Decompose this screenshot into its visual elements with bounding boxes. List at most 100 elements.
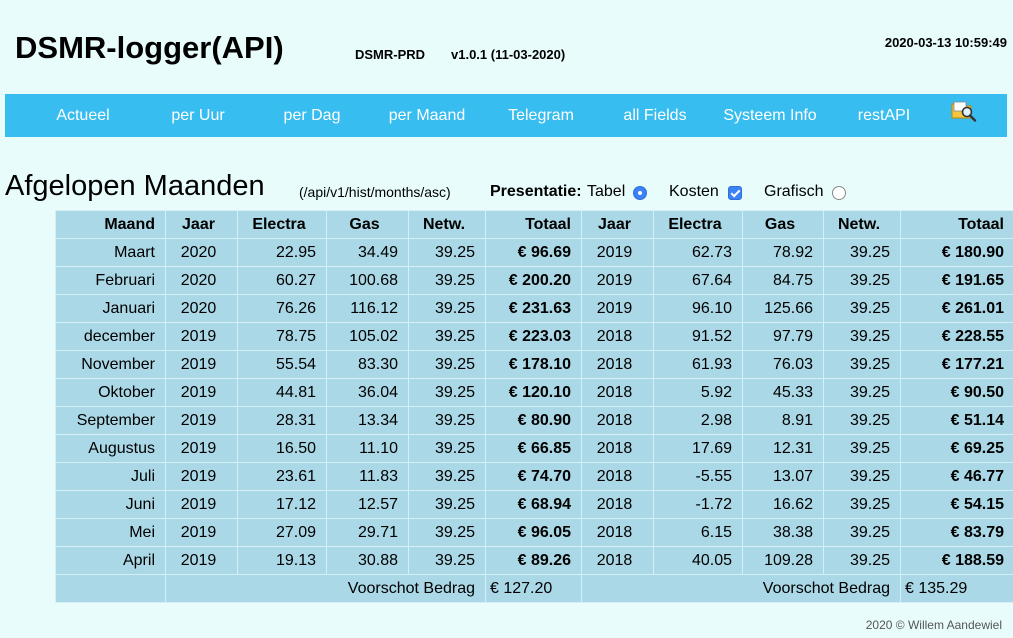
cell-electra: 60.27 xyxy=(237,266,327,295)
cell-gas: 13.34 xyxy=(326,406,409,435)
col-netw: Netw. xyxy=(408,210,486,239)
cell-netw-prev: 39.25 xyxy=(823,378,901,407)
cell-netw-prev: 39.25 xyxy=(823,238,901,267)
cell-netw: 39.25 xyxy=(408,490,486,519)
table-row: September 2019 28.31 13.34 39.25 € 80.90 2018 2… xyxy=(55,406,1013,435)
nav-per-uur[interactable]: per Uur xyxy=(171,107,225,124)
table-row: Mei 2019 27.09 29.71 39.25 € 96.05 2018 6.15 38.… xyxy=(55,518,1013,547)
cell-jaar: 2019 xyxy=(165,546,238,575)
cell-electra-prev: -5.55 xyxy=(653,462,743,491)
cell-gas-prev: 78.92 xyxy=(742,238,824,267)
cell-gas: 30.88 xyxy=(326,546,409,575)
cell-totaal-prev: € 261.01 xyxy=(900,294,1013,323)
cell-totaal: € 200.20 xyxy=(485,266,582,295)
nav-per-maand[interactable]: per Maand xyxy=(388,107,466,124)
environment-label: DSMR-PRD xyxy=(355,47,426,62)
cell-jaar-prev: 2019 xyxy=(581,266,654,295)
cell-electra: 22.95 xyxy=(237,238,327,267)
nav-systeem-info[interactable]: Systeem Info xyxy=(723,107,817,124)
cell-gas: 12.57 xyxy=(326,490,409,519)
cell-gas: 83.30 xyxy=(326,350,409,379)
table-row: November 2019 55.54 83.30 39.25 € 178.10 2018 6… xyxy=(55,350,1013,379)
cell-totaal: € 80.90 xyxy=(485,406,582,435)
cell-jaar: 2019 xyxy=(165,378,238,407)
col-electra: Electra xyxy=(237,210,327,239)
table-row: April 2019 19.13 30.88 39.25 € 89.26 2018 40.05… xyxy=(55,546,1013,575)
datetime-label: 2020-03-13 10:59:49 xyxy=(884,35,1007,50)
cell-gas-prev: 13.07 xyxy=(742,462,824,491)
cell-totaal: € 96.69 xyxy=(485,238,582,267)
voorschot-spacer xyxy=(55,574,166,603)
col-totaal: Totaal xyxy=(485,210,582,239)
cell-electra: 23.61 xyxy=(237,462,327,491)
cell-electra: 16.50 xyxy=(237,434,327,463)
cell-jaar-prev: 2018 xyxy=(581,322,654,351)
cell-jaar-prev: 2018 xyxy=(581,434,654,463)
app-title: DSMR-logger(API) xyxy=(15,30,284,65)
cell-netw-prev: 39.25 xyxy=(823,434,901,463)
option-kosten-checkbox[interactable] xyxy=(728,186,742,200)
filesystem-magnifier-icon[interactable] xyxy=(951,99,977,123)
nav-all-fields[interactable]: all Fields xyxy=(623,107,687,124)
cell-maand: Januari xyxy=(55,294,166,323)
cell-electra: 17.12 xyxy=(237,490,327,519)
cell-netw: 39.25 xyxy=(408,434,486,463)
cell-electra-prev: 67.64 xyxy=(653,266,743,295)
col-jaar-prev: Jaar xyxy=(581,210,654,239)
table-row: Oktober 2019 44.81 36.04 39.25 € 120.10 2018 5.… xyxy=(55,378,1013,407)
nav-bar: Actueel per Uur per Dag per Maand Telegr… xyxy=(5,94,1007,137)
cell-netw-prev: 39.25 xyxy=(823,322,901,351)
option-kosten-label: Kosten xyxy=(669,183,719,200)
cell-netw: 39.25 xyxy=(408,406,486,435)
cell-totaal-prev: € 191.65 xyxy=(900,266,1013,295)
voorschot-row: Voorschot Bedrag € 127.20 Voorschot Bedr… xyxy=(55,574,1013,603)
cell-jaar: 2019 xyxy=(165,518,238,547)
cell-totaal: € 89.26 xyxy=(485,546,582,575)
option-tabel-label: Tabel xyxy=(587,183,626,200)
cell-electra-prev: -1.72 xyxy=(653,490,743,519)
cell-totaal: € 223.03 xyxy=(485,322,582,351)
cell-netw-prev: 39.25 xyxy=(823,406,901,435)
cell-totaal-prev: € 177.21 xyxy=(900,350,1013,379)
col-jaar: Jaar xyxy=(165,210,238,239)
cell-totaal-prev: € 188.59 xyxy=(900,546,1013,575)
cell-netw: 39.25 xyxy=(408,546,486,575)
cell-jaar: 2019 xyxy=(165,350,238,379)
col-maand: Maand xyxy=(55,210,166,239)
cell-electra: 76.26 xyxy=(237,294,327,323)
table-row: Juni 2019 17.12 12.57 39.25 € 68.94 2018 -1.72 1… xyxy=(55,490,1013,519)
cell-jaar-prev: 2018 xyxy=(581,462,654,491)
api-path: (/api/v1/hist/months/asc) xyxy=(299,184,451,200)
nav-actueel[interactable]: Actueel xyxy=(56,107,110,124)
cell-gas: 11.83 xyxy=(326,462,409,491)
cell-maand: Juni xyxy=(55,490,166,519)
cell-totaal: € 231.63 xyxy=(485,294,582,323)
cell-jaar-prev: 2019 xyxy=(581,238,654,267)
nav-telegram[interactable]: Telegram xyxy=(508,107,574,124)
table-row: Augustus 2019 16.50 11.10 39.25 € 66.85 2018 17… xyxy=(55,434,1013,463)
cell-jaar: 2020 xyxy=(165,266,238,295)
cell-netw: 39.25 xyxy=(408,322,486,351)
cell-netw-prev: 39.25 xyxy=(823,518,901,547)
cell-electra: 55.54 xyxy=(237,350,327,379)
cell-totaal-prev: € 83.79 xyxy=(900,518,1013,547)
nav-restapi[interactable]: restAPI xyxy=(857,107,911,124)
option-grafisch-radio[interactable] xyxy=(832,186,846,200)
option-tabel-radio[interactable] xyxy=(633,186,647,200)
cell-jaar-prev: 2018 xyxy=(581,518,654,547)
cell-netw: 39.25 xyxy=(408,350,486,379)
cell-maand: November xyxy=(55,350,166,379)
cell-jaar: 2019 xyxy=(165,462,238,491)
cell-netw-prev: 39.25 xyxy=(823,266,901,295)
table-row: Juli 2019 23.61 11.83 39.25 € 74.70 2018 -5.55 1… xyxy=(55,462,1013,491)
cell-electra-prev: 61.93 xyxy=(653,350,743,379)
cell-netw: 39.25 xyxy=(408,294,486,323)
cell-gas-prev: 16.62 xyxy=(742,490,824,519)
col-totaal-prev: Totaal xyxy=(900,210,1013,239)
nav-per-dag[interactable]: per Dag xyxy=(283,107,341,124)
cell-gas: 36.04 xyxy=(326,378,409,407)
cell-totaal: € 178.10 xyxy=(485,350,582,379)
table-row: december 2019 78.75 105.02 39.25 € 223.03 2018… xyxy=(55,322,1013,351)
cell-jaar: 2019 xyxy=(165,406,238,435)
col-netw-prev: Netw. xyxy=(823,210,901,239)
